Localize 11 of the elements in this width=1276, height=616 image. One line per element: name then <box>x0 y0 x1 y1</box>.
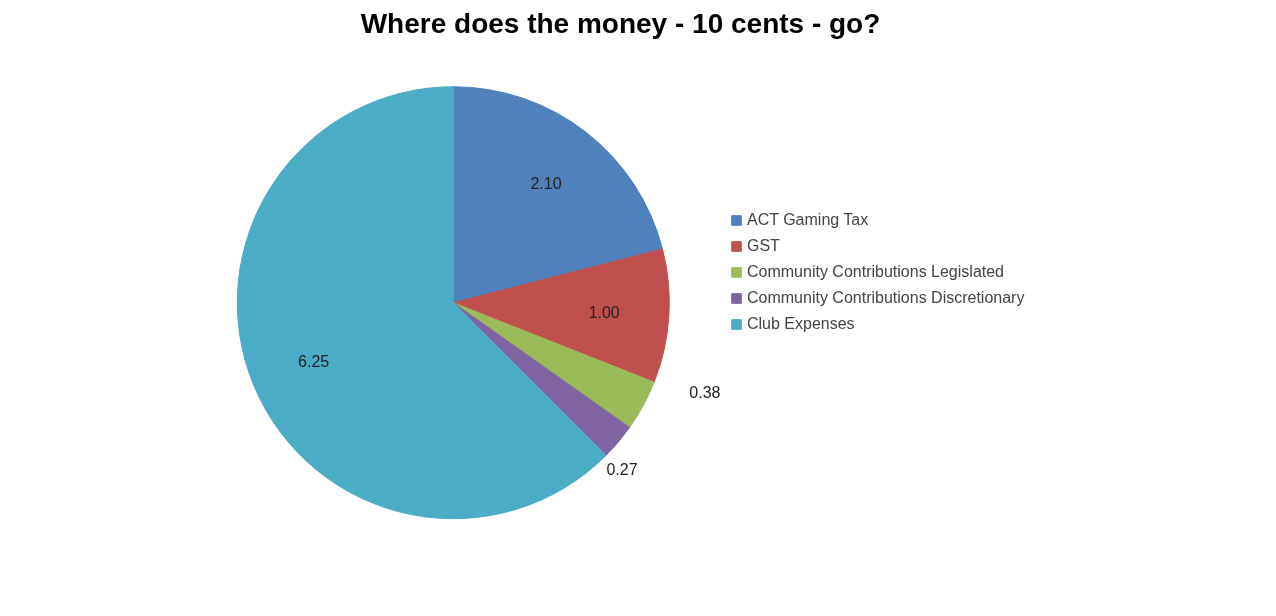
data-label: 1.00 <box>588 304 620 322</box>
legend-label: GST <box>747 237 780 255</box>
legend-label: Club Expenses <box>747 315 855 333</box>
chart-title: Where does the money - 10 cents - go? <box>360 7 881 39</box>
legend-label: Community Contributions Discretionary <box>747 289 1025 307</box>
legend-label: Community Contributions Legislated <box>747 263 1005 281</box>
data-label: 2.10 <box>530 175 562 193</box>
data-label: 0.27 <box>606 461 638 479</box>
data-label: 6.25 <box>298 352 330 370</box>
data-label: 0.38 <box>689 383 721 401</box>
legend-label: ACT Gaming Tax <box>747 211 869 229</box>
